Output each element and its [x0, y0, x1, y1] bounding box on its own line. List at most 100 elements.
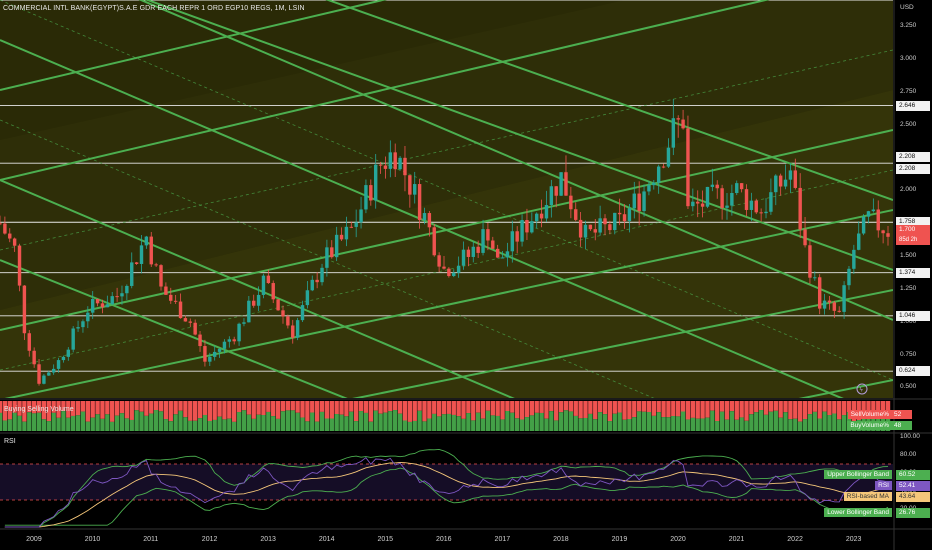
year-tick-label: 2017 — [494, 536, 511, 543]
price-tick-label: 2.750 — [900, 87, 917, 95]
sell-volume-bar — [871, 401, 876, 414]
candle-body — [354, 222, 358, 227]
candle-body — [325, 247, 329, 268]
sell-volume-bar — [241, 401, 247, 411]
buy-volume-bar — [70, 415, 76, 431]
sell-volume-bar — [510, 401, 515, 413]
candle-body — [32, 350, 36, 365]
candle-body — [22, 285, 27, 334]
rsi-tick-label: 100.00 — [900, 433, 920, 440]
candle-body — [710, 184, 715, 187]
candle-body — [764, 211, 768, 214]
buy-volume-bar — [202, 414, 208, 431]
event-marker-glyph: ϟ — [860, 388, 864, 394]
buy-volume-bar — [461, 418, 466, 431]
buy-volume-bar — [583, 417, 588, 431]
candle-body — [827, 300, 832, 303]
sell-volume-bar — [441, 401, 447, 415]
buy-volume-bar — [66, 417, 71, 431]
sell-volume-bar — [373, 401, 378, 411]
buy-volume-bar — [539, 412, 544, 431]
sell-volume-bar — [495, 401, 500, 416]
sell-volume-bar — [754, 401, 759, 413]
rsi-ma-value: 43.64 — [896, 492, 930, 502]
candle-body — [754, 200, 758, 213]
sell-volume-bar — [500, 401, 505, 420]
buy-volume-bar — [656, 412, 661, 431]
sell-volume-bar — [349, 401, 354, 412]
fan-lines — [0, 0, 893, 398]
candle-body — [437, 255, 441, 267]
buy-volume-bar — [353, 421, 359, 431]
candle-body — [544, 205, 549, 219]
candle-body — [554, 186, 558, 196]
candle-body — [593, 229, 597, 233]
sell-volume-bar — [393, 401, 398, 411]
sell-volume-bar — [705, 401, 710, 418]
candle-body — [178, 301, 183, 319]
buy-volume-bar — [114, 415, 120, 431]
candle-body — [822, 300, 827, 309]
candle-body — [305, 290, 310, 306]
buy-volume-bar — [334, 414, 339, 431]
candle-body — [881, 230, 885, 234]
sell-volume-bar — [880, 401, 886, 416]
buy-volume-bar — [251, 418, 256, 431]
candle-body — [154, 264, 158, 266]
candle-body — [481, 229, 485, 253]
buy-volume-bar — [110, 421, 115, 431]
candle-body — [788, 170, 793, 180]
buy-volume-bar — [822, 411, 827, 431]
candle-body — [486, 229, 490, 241]
buy-volume-bar — [700, 418, 705, 431]
sell-volume-bar — [153, 401, 159, 411]
sell-volume-bar — [817, 401, 822, 419]
candle-body — [769, 192, 773, 212]
buy-volume-bar — [710, 410, 715, 431]
year-tick-label: 2020 — [670, 536, 686, 543]
buy-volume-bar — [754, 412, 759, 431]
candle-body — [261, 275, 266, 295]
candle-body — [861, 216, 866, 234]
candle-body — [247, 300, 251, 323]
sell-volume-bar — [461, 401, 466, 419]
candle-body — [803, 229, 807, 246]
candle-body — [456, 265, 461, 273]
candle-body — [759, 212, 763, 214]
sell-volume-bar — [802, 401, 808, 420]
rsi-indicator-title[interactable]: RSI — [4, 438, 16, 445]
buy-volume-bar — [514, 418, 520, 431]
level-price-tag: 0.624 — [896, 366, 930, 377]
horizontal-levels — [0, 0, 893, 372]
buy-volume-bar — [27, 412, 32, 431]
buy-volume-bar — [17, 415, 22, 431]
volume-indicator-title[interactable]: Buying Selling Volume — [4, 406, 74, 413]
buy-volume-bar — [393, 410, 398, 431]
sell-volume-bar — [212, 401, 217, 420]
sell-volume-bar — [202, 401, 208, 415]
candle-body — [432, 227, 436, 256]
candle-body — [876, 209, 880, 231]
fan-line-dashed — [0, 49, 893, 251]
upper-band-label: Upper Bollinger Band — [824, 470, 892, 479]
buy-volume-bar — [314, 421, 320, 431]
buy-volume-bar — [749, 414, 754, 431]
buy-volume-bar — [617, 412, 622, 431]
sell-volume-bar — [641, 401, 647, 412]
buy-volume-bar — [573, 415, 578, 431]
candle-body — [466, 249, 471, 257]
event-marker-icon[interactable] — [856, 383, 868, 395]
sell-volume-bar — [602, 401, 608, 415]
candle-body — [212, 351, 217, 357]
buy-volume-bar — [422, 421, 427, 431]
buy-volume-bar — [207, 420, 212, 431]
candle-body — [134, 262, 139, 264]
buy-volume-bar — [427, 418, 432, 431]
sell-volume-bar — [797, 401, 803, 422]
year-tick-label: 2019 — [611, 536, 628, 543]
candle-body — [413, 184, 417, 195]
sell-volume-bar — [129, 401, 134, 420]
sell-volume-bar — [636, 401, 642, 412]
